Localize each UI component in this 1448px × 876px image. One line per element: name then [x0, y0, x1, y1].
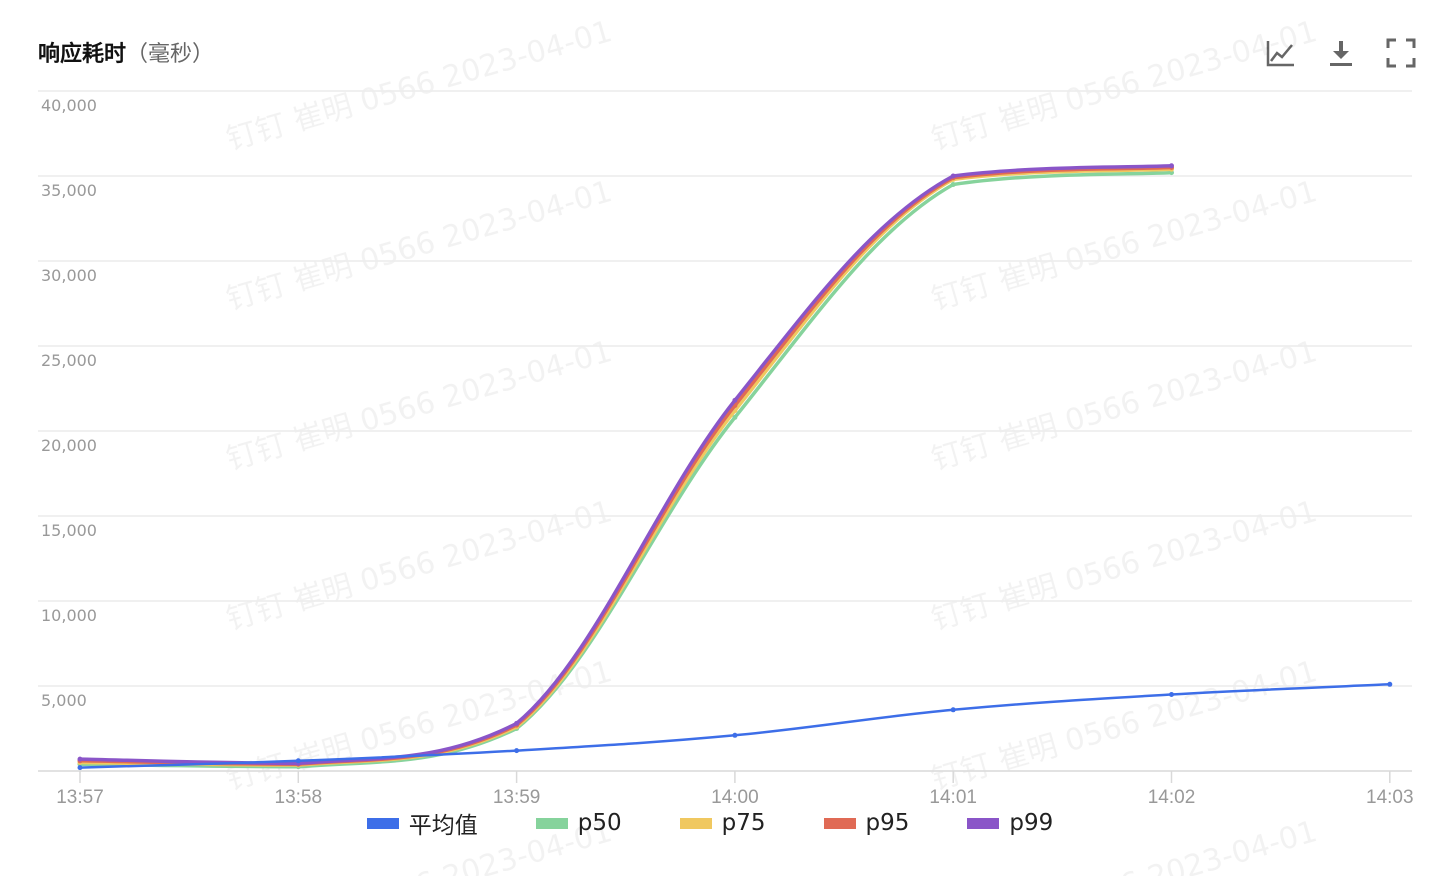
x-tick-label: 14:03 — [1366, 787, 1414, 808]
legend-swatch — [824, 818, 856, 829]
watermark-text: 钉钉 崔明 0566 2023-04-01 — [223, 14, 616, 158]
watermark-text: 钉钉 崔明 0566 2023-04-01 — [223, 174, 616, 318]
data-point-p99[interactable] — [951, 174, 956, 179]
data-point-avg[interactable] — [78, 765, 83, 770]
legend-swatch — [536, 818, 568, 829]
legend-label: p75 — [722, 810, 766, 836]
data-point-avg[interactable] — [951, 707, 956, 712]
x-tick-label: 14:02 — [1148, 787, 1196, 808]
y-tick-label: 40,000 — [41, 96, 97, 115]
legend-swatch — [680, 818, 712, 829]
legend-item-p99[interactable]: p99 — [967, 806, 1053, 840]
data-point-avg[interactable] — [514, 748, 519, 753]
y-tick-label: 20,000 — [41, 436, 97, 455]
y-tick-label: 15,000 — [41, 521, 97, 540]
x-tick-label: 13:58 — [275, 787, 323, 808]
data-point-p99[interactable] — [78, 757, 83, 762]
legend-item-avg[interactable]: 平均值 — [367, 806, 478, 840]
legend-swatch — [967, 818, 999, 829]
watermark-text: 钉钉 崔明 0566 2023-04-01 — [928, 174, 1321, 318]
legend-label: p99 — [1009, 810, 1053, 836]
y-tick-label: 35,000 — [41, 181, 97, 200]
data-point-avg[interactable] — [296, 758, 301, 763]
data-point-p50[interactable] — [732, 415, 737, 420]
data-point-avg[interactable] — [1169, 692, 1174, 697]
data-point-p99[interactable] — [1169, 163, 1174, 168]
series-layer — [78, 163, 1393, 770]
watermark-text: 钉钉 崔明 0566 2023-04-01 — [928, 14, 1321, 158]
legend-item-p95[interactable]: p95 — [824, 806, 910, 840]
y-tick-label: 25,000 — [41, 351, 97, 370]
watermark-text: 钉钉 崔明 0566 2023-04-01 — [223, 334, 616, 478]
legend-item-p50[interactable]: p50 — [536, 806, 622, 840]
legend-label: 平均值 — [409, 806, 478, 840]
y-tick-label: 10,000 — [41, 606, 97, 625]
data-point-p50[interactable] — [951, 182, 956, 187]
x-tick-label: 14:01 — [929, 787, 977, 808]
watermark-text: 钉钉 崔明 0566 2023-04-01 — [223, 654, 616, 798]
watermark-text: 钉钉 崔明 0566 2023-04-01 — [928, 334, 1321, 478]
x-tick-label: 13:57 — [56, 787, 104, 808]
watermark-text: 钉钉 崔明 0566 2023-04-01 — [928, 654, 1321, 798]
legend-item-p75[interactable]: p75 — [680, 806, 766, 840]
watermark-layer: 钉钉 崔明 0566 2023-04-01 钉钉 崔明 0566 2023-04-… — [223, 14, 1321, 876]
chart-legend: 平均值 p50 p75 p95 p99 — [0, 806, 1434, 840]
data-point-avg[interactable] — [1387, 682, 1392, 687]
y-tick-label: 30,000 — [41, 266, 97, 285]
data-point-avg[interactable] — [732, 733, 737, 738]
legend-label: p95 — [866, 810, 910, 836]
data-point-p99[interactable] — [514, 721, 519, 726]
legend-swatch — [367, 818, 399, 829]
x-tick-label: 14:00 — [711, 787, 759, 808]
legend-label: p50 — [578, 810, 622, 836]
x-tick-label: 13:59 — [493, 787, 541, 808]
y-tick-label: 5,000 — [41, 691, 87, 710]
data-point-p99[interactable] — [732, 398, 737, 403]
